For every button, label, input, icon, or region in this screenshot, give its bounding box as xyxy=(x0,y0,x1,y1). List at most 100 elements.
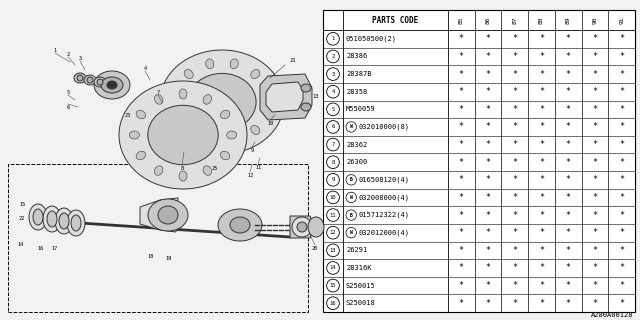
Text: *: * xyxy=(566,175,571,184)
Text: 11: 11 xyxy=(255,164,261,170)
Text: W: W xyxy=(350,124,353,129)
Text: 15: 15 xyxy=(19,203,25,207)
Text: *: * xyxy=(539,87,544,96)
Ellipse shape xyxy=(251,69,260,79)
Text: 19: 19 xyxy=(165,255,171,260)
Text: *: * xyxy=(539,158,544,167)
Text: *: * xyxy=(512,193,517,202)
Circle shape xyxy=(326,297,339,309)
Ellipse shape xyxy=(179,171,187,181)
Text: *: * xyxy=(512,123,517,132)
Text: 91: 91 xyxy=(619,16,624,24)
Text: 28358: 28358 xyxy=(346,89,367,95)
Ellipse shape xyxy=(129,131,140,139)
Text: *: * xyxy=(459,52,464,61)
Text: *: * xyxy=(512,52,517,61)
Text: *: * xyxy=(619,175,624,184)
Text: *: * xyxy=(459,34,464,43)
Text: 89: 89 xyxy=(566,16,571,24)
Text: *: * xyxy=(619,52,624,61)
Ellipse shape xyxy=(179,89,187,99)
Ellipse shape xyxy=(87,77,93,83)
Text: *: * xyxy=(593,299,597,308)
Circle shape xyxy=(326,226,339,239)
Text: 9: 9 xyxy=(250,148,253,153)
Text: *: * xyxy=(459,140,464,149)
Ellipse shape xyxy=(55,208,73,234)
Ellipse shape xyxy=(230,135,238,145)
Text: 22: 22 xyxy=(19,215,25,220)
Text: *: * xyxy=(539,175,544,184)
Ellipse shape xyxy=(203,166,212,175)
Text: 28386: 28386 xyxy=(346,53,367,60)
Ellipse shape xyxy=(148,105,218,165)
Circle shape xyxy=(326,209,339,221)
Text: 26291: 26291 xyxy=(346,247,367,253)
Text: *: * xyxy=(486,158,491,167)
Text: *: * xyxy=(593,246,597,255)
Ellipse shape xyxy=(154,95,163,104)
Text: *: * xyxy=(566,263,571,272)
Bar xyxy=(323,10,635,312)
Circle shape xyxy=(346,192,356,203)
Text: *: * xyxy=(619,140,624,149)
Ellipse shape xyxy=(301,84,311,92)
Text: 5: 5 xyxy=(67,90,70,94)
Text: *: * xyxy=(566,281,571,290)
Text: *: * xyxy=(619,193,624,202)
Text: *: * xyxy=(566,52,571,61)
Text: S250015: S250015 xyxy=(346,283,376,289)
Text: M550059: M550059 xyxy=(346,106,376,112)
Text: *: * xyxy=(593,193,597,202)
Text: 6: 6 xyxy=(332,124,335,129)
Text: *: * xyxy=(593,158,597,167)
Text: *: * xyxy=(512,69,517,79)
Text: 86: 86 xyxy=(486,16,491,24)
Text: *: * xyxy=(619,211,624,220)
Text: *: * xyxy=(539,228,544,237)
Text: *: * xyxy=(459,87,464,96)
Text: 12: 12 xyxy=(247,172,253,178)
Text: 4: 4 xyxy=(332,89,335,94)
Text: *: * xyxy=(459,105,464,114)
Ellipse shape xyxy=(292,217,312,237)
Ellipse shape xyxy=(308,217,324,237)
Text: *: * xyxy=(459,246,464,255)
Text: *: * xyxy=(566,105,571,114)
Text: *: * xyxy=(566,69,571,79)
Ellipse shape xyxy=(230,217,250,233)
Text: 13: 13 xyxy=(330,248,336,253)
Text: 20: 20 xyxy=(312,245,318,251)
Ellipse shape xyxy=(205,59,214,69)
Text: *: * xyxy=(459,123,464,132)
Text: PARTS CODE: PARTS CODE xyxy=(372,15,419,25)
Circle shape xyxy=(326,68,339,80)
Circle shape xyxy=(326,156,339,169)
Ellipse shape xyxy=(77,75,83,81)
Bar xyxy=(8,164,308,312)
Ellipse shape xyxy=(172,88,181,96)
Text: *: * xyxy=(566,140,571,149)
Text: 18: 18 xyxy=(147,253,153,259)
Ellipse shape xyxy=(119,81,247,189)
Ellipse shape xyxy=(297,222,307,232)
Ellipse shape xyxy=(262,108,273,116)
Text: *: * xyxy=(459,228,464,237)
Ellipse shape xyxy=(218,209,262,241)
Circle shape xyxy=(326,50,339,63)
Text: *: * xyxy=(512,105,517,114)
Ellipse shape xyxy=(220,110,230,119)
Text: *: * xyxy=(593,175,597,184)
Circle shape xyxy=(326,279,339,292)
Text: *: * xyxy=(539,263,544,272)
Text: 90: 90 xyxy=(593,16,597,24)
Text: *: * xyxy=(593,69,597,79)
Text: *: * xyxy=(539,34,544,43)
Text: *: * xyxy=(619,105,624,114)
Ellipse shape xyxy=(160,50,284,154)
Ellipse shape xyxy=(33,209,43,225)
Circle shape xyxy=(326,244,339,257)
Text: *: * xyxy=(486,140,491,149)
Text: *: * xyxy=(566,87,571,96)
Circle shape xyxy=(326,138,339,151)
